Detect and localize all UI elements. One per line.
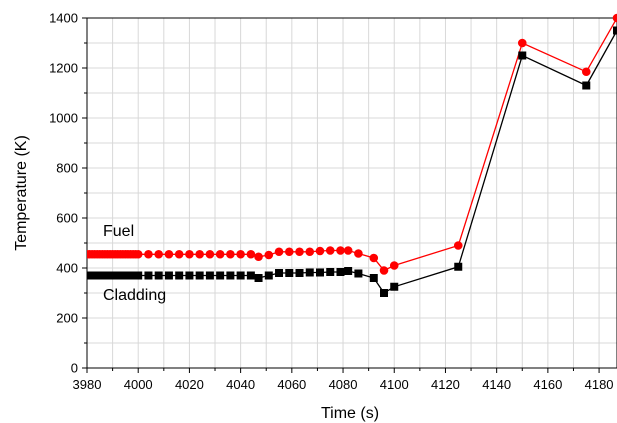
data-point-cladding (326, 268, 335, 276)
data-point-cladding (336, 268, 345, 276)
data-point-fuel (174, 249, 184, 259)
data-point-cladding (175, 271, 184, 280)
data-point-fuel (325, 246, 335, 255)
x-tick-label: 4160 (533, 377, 562, 392)
data-point-fuel (284, 247, 294, 257)
data-point-cladding (205, 271, 214, 280)
data-point-fuel (305, 247, 315, 257)
y-tick-label: 800 (56, 161, 78, 176)
series-label-fuel: Fuel (103, 223, 134, 240)
x-axis-title: Time (s) (321, 405, 379, 422)
x-tick-label: 3980 (73, 377, 102, 392)
data-point-cladding (369, 274, 378, 282)
data-point-cladding (254, 274, 263, 282)
data-point-cladding (295, 269, 304, 277)
data-point-cladding (236, 271, 245, 280)
data-point-cladding (275, 269, 284, 277)
x-tick-label: 4060 (277, 377, 306, 392)
data-point-fuel (315, 246, 325, 256)
y-tick-label: 0 (71, 361, 78, 376)
data-point-fuel (379, 266, 389, 275)
data-point-cladding (518, 51, 527, 60)
x-tick-label: 4100 (380, 377, 409, 392)
data-point-fuel (354, 249, 363, 258)
data-point-fuel (144, 249, 153, 259)
data-point-cladding (154, 271, 163, 280)
series-cladding (87, 26, 617, 297)
data-point-cladding (390, 282, 399, 291)
series-fuel (87, 13, 617, 275)
data-point-fuel (246, 249, 256, 259)
y-axis-title: Temperature (K) (13, 135, 30, 251)
x-tick-label: 4020 (175, 377, 204, 392)
data-point-cladding (134, 271, 143, 280)
x-tick-label: 4120 (431, 377, 460, 392)
data-point-fuel (612, 13, 617, 23)
series-label-cladding: Cladding (103, 287, 166, 304)
data-point-fuel (154, 249, 163, 259)
data-point-fuel (517, 38, 527, 48)
data-point-fuel (215, 249, 225, 259)
data-point-cladding (582, 81, 591, 90)
data-point-fuel (164, 249, 174, 259)
data-point-cladding (264, 271, 273, 280)
data-point-fuel (133, 249, 143, 259)
data-point-fuel (254, 252, 263, 262)
data-point-fuel (236, 249, 245, 259)
data-point-cladding (246, 271, 255, 280)
data-point-fuel (453, 241, 463, 250)
series-layer (87, 13, 617, 297)
x-tick-label: 4140 (482, 377, 511, 392)
data-point-fuel (185, 249, 194, 259)
data-point-cladding (613, 26, 617, 35)
y-tick-label: 400 (56, 261, 78, 276)
y-tick-label: 600 (56, 211, 78, 226)
y-tick-label: 1000 (49, 111, 78, 126)
data-point-cladding (354, 269, 363, 278)
data-point-fuel (336, 246, 345, 255)
data-point-cladding (226, 271, 235, 280)
data-point-fuel (195, 249, 204, 259)
data-point-cladding (185, 271, 194, 280)
data-point-fuel (264, 250, 274, 260)
x-tick-label: 4040 (226, 377, 255, 392)
x-tick-label: 4000 (124, 377, 153, 392)
grid (87, 18, 617, 368)
data-point-cladding (315, 268, 324, 277)
data-point-fuel (274, 247, 284, 257)
data-point-fuel (205, 249, 215, 259)
data-point-cladding (216, 271, 225, 280)
data-point-cladding (144, 271, 153, 280)
x-tick-label: 4180 (585, 377, 614, 392)
data-point-fuel (389, 261, 399, 270)
data-point-cladding (305, 268, 314, 277)
y-tick-label: 1400 (49, 11, 78, 26)
data-point-fuel (369, 253, 379, 263)
data-point-fuel (226, 249, 235, 259)
data-point-fuel (581, 67, 591, 77)
data-point-cladding (285, 269, 294, 277)
data-point-fuel (343, 246, 353, 255)
axis-ticks: 3980 4000 4020 4040 4060 4080 4100 4120 4140 4160… (49, 11, 613, 393)
data-point-fuel (295, 247, 304, 257)
data-point-cladding (164, 271, 173, 280)
data-point-cladding (195, 271, 204, 280)
data-point-cladding (454, 262, 463, 271)
data-point-cladding (344, 267, 353, 275)
y-tick-label: 200 (56, 311, 78, 326)
x-tick-label: 4080 (329, 377, 358, 392)
series-line-fuel (87, 17, 617, 272)
data-point-cladding (380, 289, 389, 297)
y-tick-label: 1200 (49, 61, 78, 76)
